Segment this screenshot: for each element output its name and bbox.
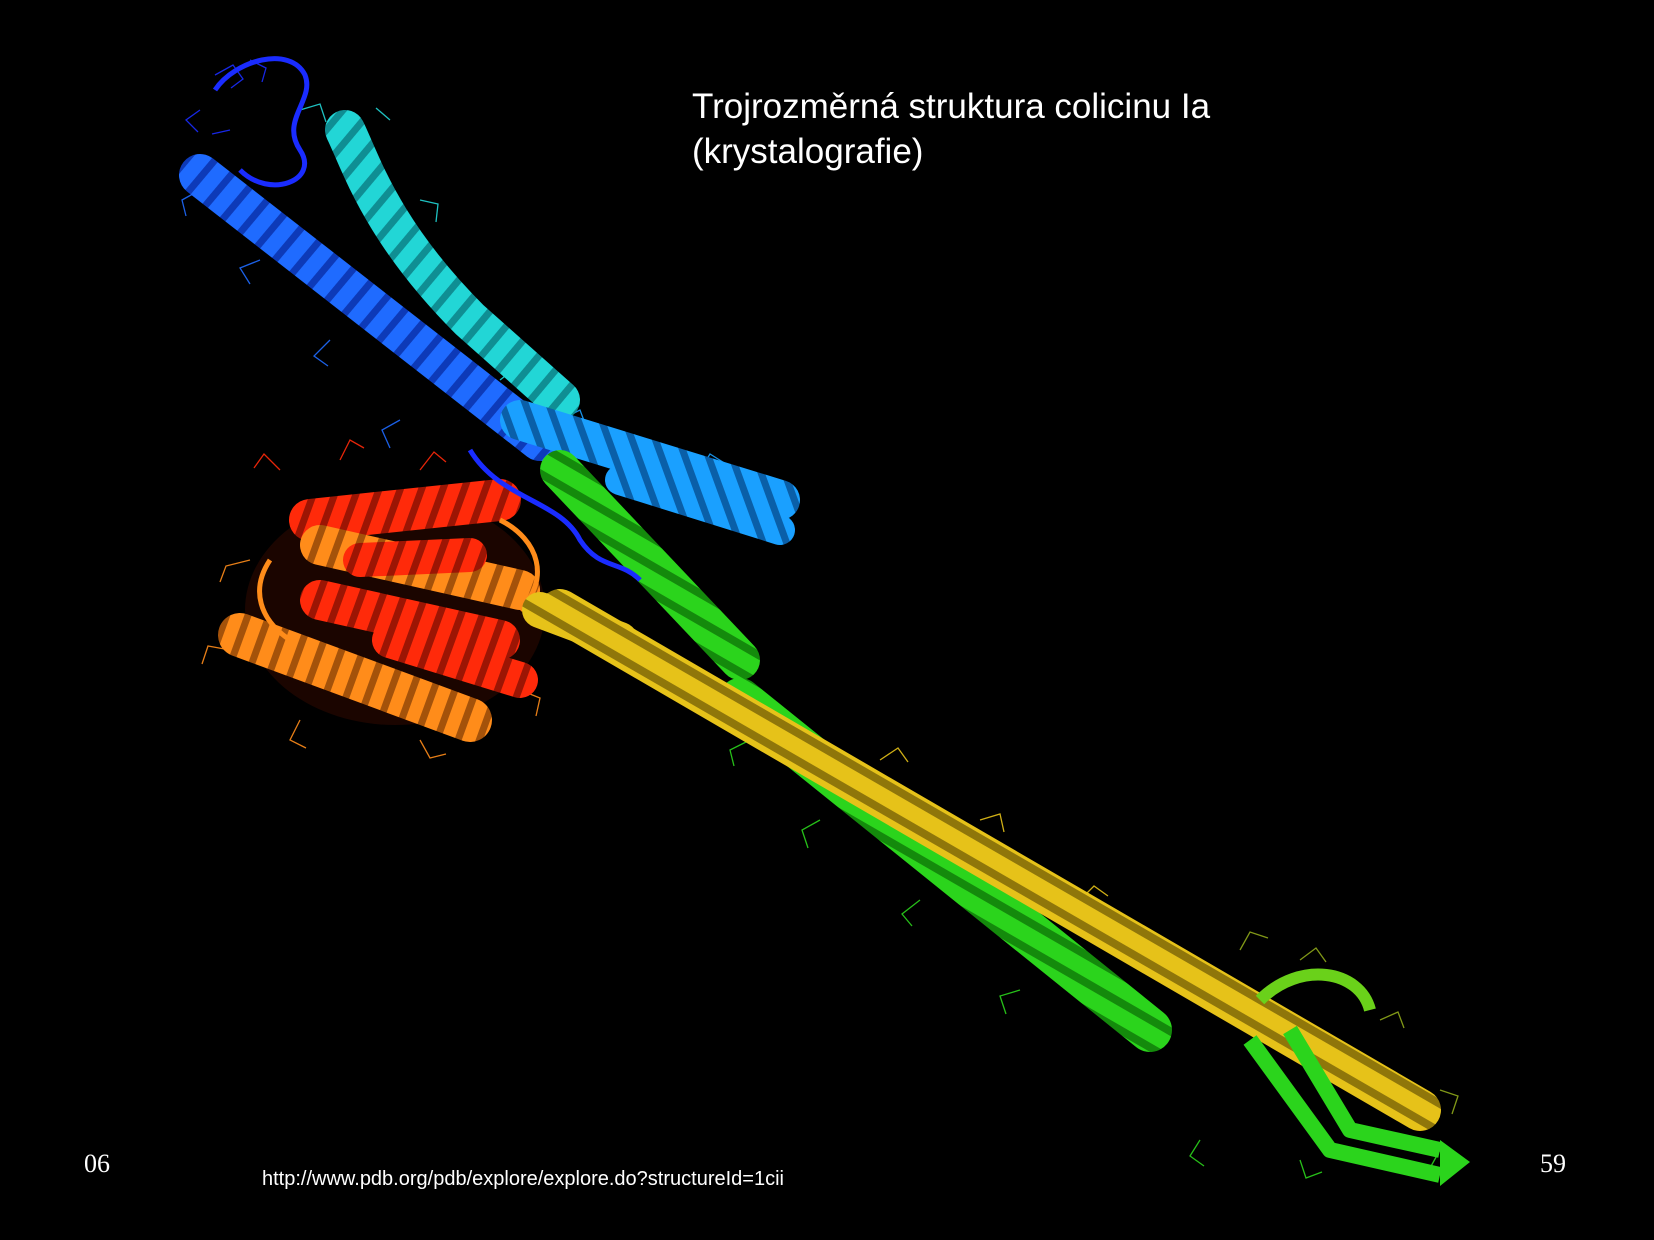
- helix-cyan: [325, 110, 580, 420]
- slide-title-line-2: (krystalografie): [692, 132, 924, 171]
- footer-left-number: 06: [84, 1149, 110, 1178]
- globular-domain: [218, 479, 638, 742]
- source-url: http://www.pdb.org/pdb/explore/explore.d…: [262, 1168, 784, 1190]
- slide-title-line-1: Trojrozměrná struktura colicinu Ia: [692, 87, 1211, 126]
- helix-green-upper: [540, 450, 760, 680]
- helix-blue: [179, 154, 561, 461]
- helix-sky: [500, 400, 800, 520]
- helix-sky-lower: [605, 465, 795, 545]
- blue-loop: [467, 448, 642, 582]
- beta-sheet: [1243, 968, 1470, 1186]
- helix-yellow-long: [539, 589, 1441, 1131]
- n-terminal-loop: [212, 56, 310, 188]
- footer-right-number: 59: [1540, 1149, 1566, 1178]
